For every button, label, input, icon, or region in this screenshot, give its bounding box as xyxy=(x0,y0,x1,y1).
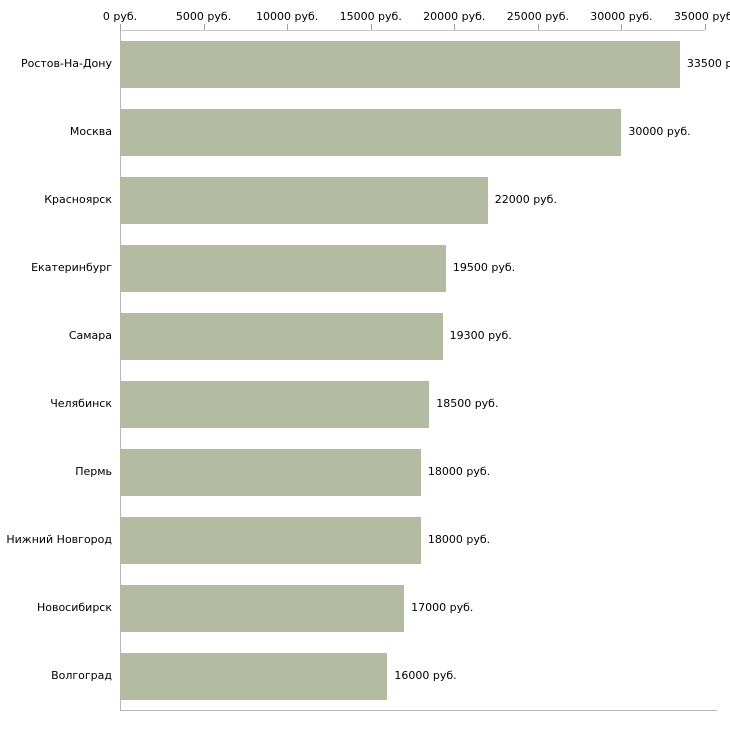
bar xyxy=(120,244,446,292)
category-label: Нижний Новгород xyxy=(6,533,112,546)
bar-row: Ростов-На-Дону 33500 руб. xyxy=(0,30,730,98)
x-tick-mark xyxy=(454,24,456,30)
category-label: Челябинск xyxy=(50,397,112,410)
x-tick-mark xyxy=(370,24,372,30)
bar-value-label: 18000 руб. xyxy=(427,533,491,546)
x-tick-label: 10000 руб. xyxy=(256,10,319,23)
x-tick-label: 0 руб. xyxy=(102,10,138,23)
category-label: Пермь xyxy=(75,465,112,478)
bar-row: Москва 30000 руб. xyxy=(0,98,730,166)
x-tick-label: 15000 руб. xyxy=(339,10,402,23)
bar xyxy=(120,176,488,224)
bar xyxy=(120,312,443,360)
x-tick-label: 5000 руб. xyxy=(175,10,232,23)
bar xyxy=(120,448,421,496)
x-tick-mark xyxy=(120,24,121,30)
bar-value-label: 22000 руб. xyxy=(494,193,557,206)
bar-value-label: 33500 руб. xyxy=(686,57,730,70)
bar xyxy=(120,108,622,156)
bar xyxy=(120,380,430,428)
bar xyxy=(120,652,388,700)
bar xyxy=(120,40,680,88)
bar-row: Челябинск 18500 руб. xyxy=(0,370,730,438)
bar xyxy=(120,584,405,632)
category-label: Москва xyxy=(69,125,112,138)
bar-value-label: 19500 руб. xyxy=(452,261,516,274)
x-tick-label: 25000 руб. xyxy=(506,10,569,23)
bar-row: Волгоград 16000 руб. xyxy=(0,642,730,710)
bar-row: Самара 19300 руб. xyxy=(0,302,730,370)
bar-row: Нижний Новгород 18000 руб. xyxy=(0,506,730,574)
x-tick-mark xyxy=(287,24,289,30)
bar-value-label: 16000 руб. xyxy=(394,669,457,682)
bar-value-label: 18000 руб. xyxy=(427,465,491,478)
x-tick-label: 35000 руб. xyxy=(673,10,730,23)
bar-row: Пермь 18000 руб. xyxy=(0,438,730,506)
bar-row: Екатеринбург 19500 руб. xyxy=(0,234,730,302)
category-label: Самара xyxy=(68,329,112,342)
category-label: Новосибирск xyxy=(36,601,112,614)
category-label: Волгоград xyxy=(51,669,112,682)
x-tick-mark xyxy=(203,24,205,30)
bar-value-label: 17000 руб. xyxy=(411,601,474,614)
bar-value-label: 30000 руб. xyxy=(628,125,691,138)
bar-row: Красноярск 22000 руб. xyxy=(0,166,730,234)
bar-row: Новосибирск 17000 руб. xyxy=(0,574,730,642)
x-tick-mark xyxy=(537,24,539,30)
y-axis-line xyxy=(120,30,121,710)
category-label: Красноярск xyxy=(44,193,112,206)
bar xyxy=(120,516,421,564)
x-tick-mark xyxy=(705,24,706,30)
category-label: Ростов-На-Дону xyxy=(20,57,112,70)
bar-value-label: 19300 руб. xyxy=(449,329,512,342)
x-tick-mark xyxy=(621,24,623,30)
x-tick-label: 30000 руб. xyxy=(590,10,653,23)
x-tick-label: 20000 руб. xyxy=(423,10,486,23)
bar-value-label: 18500 руб. xyxy=(436,397,499,410)
x-axis-line-top xyxy=(120,30,705,31)
category-label: Екатеринбург xyxy=(31,261,112,274)
x-axis-line-bottom xyxy=(120,710,717,711)
